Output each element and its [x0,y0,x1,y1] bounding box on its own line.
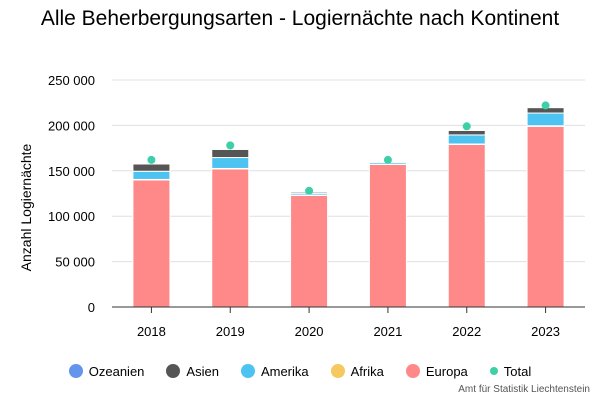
legend-label: Ozeanien [88,363,145,379]
chart-title: Alle Beherbergungsarten - Logiernächte n… [40,7,560,30]
y-tick-label: 200 000 [48,118,95,133]
bar-europa-2018 [132,179,171,308]
total-point-2020 [305,186,314,195]
x-tick-label: 2023 [531,324,560,339]
y-tick-label: 100 000 [48,209,95,224]
x-tick-label: 2022 [452,324,481,339]
x-tick-label: 2018 [137,324,166,339]
bar-amerika-2023 [526,112,565,127]
legend-label: Amerika [260,363,309,379]
total-point-2021 [383,155,392,164]
legend-label: Europa [425,363,468,379]
legend-item-afrika[interactable]: Afrika [330,363,384,379]
total-point-2022 [462,122,471,131]
bar-asien-2022 [447,129,486,136]
legend-swatch [240,364,255,378]
total-point-2019 [226,141,235,150]
legend: Ozeanien Asien Amerika Afrika Europa Total [0,361,600,381]
legend-item-amerika[interactable]: Amerika [240,363,309,379]
legend-swatch [489,367,498,375]
bar-europa-2022 [447,143,486,308]
x-tick-label: 2019 [216,324,245,339]
total-point-2023 [541,101,550,110]
legend-swatch [166,364,181,378]
y-tick-label: 0 [88,300,95,315]
y-axis-label: Anzahl Logiernächte [18,143,34,271]
bar-europa-2021 [368,163,407,308]
source-note: Amt für Statistik Liechtenstein [458,384,590,395]
bar-europa-2020 [290,194,329,308]
bar-europa-2019 [211,168,250,308]
bar-asien-2018 [132,163,171,172]
legend-label: Total [503,363,532,379]
bar-europa-2023 [526,125,565,308]
y-tick-label: 150 000 [48,164,95,179]
bar-amerika-2018 [132,170,171,180]
legend-label: Afrika [350,363,384,379]
legend-swatch [405,364,420,378]
legend-item-asien[interactable]: Asien [166,364,219,379]
legend-swatch [68,364,83,378]
legend-item-ozeanien[interactable]: Ozeanien [68,363,145,379]
x-tick-label: 2021 [373,324,402,339]
x-tick-label: 2020 [295,324,324,339]
bar-amerika-2019 [211,157,250,169]
bar-asien-2019 [211,148,250,159]
total-point-2018 [147,155,156,164]
y-tick-label: 50 000 [55,255,95,270]
legend-item-total[interactable]: Total [489,363,532,379]
bar-amerika-2022 [447,134,486,145]
legend-item-europa[interactable]: Europa [405,363,468,379]
legend-label: Asien [186,363,219,379]
legend-swatch [330,364,345,378]
y-tick-label: 250 000 [48,73,95,88]
